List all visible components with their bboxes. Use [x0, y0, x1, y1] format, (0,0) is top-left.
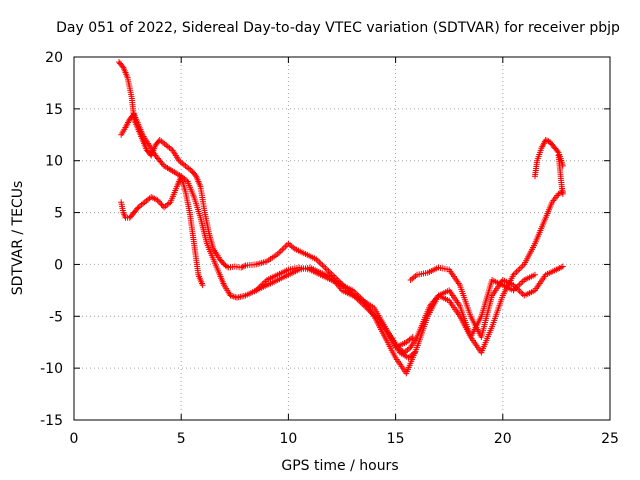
x-tick-label: 10: [279, 431, 297, 447]
y-tick-label: 20: [45, 50, 63, 66]
data-point-interp: [192, 171, 199, 178]
data-point-interp: [325, 268, 332, 275]
x-tick-label: 20: [494, 431, 512, 447]
data-point-interp: [276, 249, 283, 256]
x-tick-label: 15: [387, 431, 405, 447]
data-point-interp: [280, 245, 287, 252]
data-point-interp: [518, 279, 525, 286]
x-tick-label: 25: [601, 431, 619, 447]
data-point-interp: [119, 63, 126, 70]
data-point-interp: [223, 263, 230, 270]
data-point-interp: [159, 161, 166, 168]
x-tick-label: 5: [177, 431, 186, 447]
data-point-interp: [519, 291, 526, 298]
data-point: [559, 190, 566, 197]
data-point-interp: [279, 246, 286, 253]
data-point-interp: [239, 263, 246, 270]
data-point: [154, 197, 161, 204]
data-point: [542, 136, 549, 143]
data-point-interp: [157, 200, 164, 207]
data-point: [559, 263, 566, 270]
x-axis-label: GPS time / hours: [281, 458, 398, 474]
data-point-interp: [319, 262, 326, 269]
data-point-interp: [158, 201, 165, 208]
data-point-interp: [316, 259, 323, 266]
data-point-interp: [513, 268, 520, 275]
plot-frame: [73, 56, 611, 421]
axis-ticks: [73, 56, 611, 421]
y-axis-label: SDTVAR / TECUs: [10, 181, 26, 296]
data-point-interp: [134, 205, 141, 212]
data-point-interp: [516, 265, 523, 272]
data-point: [323, 266, 330, 273]
y-tick-label: -5: [49, 309, 63, 325]
data-point-interp: [241, 263, 248, 270]
data-point-interp: [518, 264, 525, 271]
data-point-interp: [317, 260, 324, 267]
data-point-interp: [155, 198, 162, 205]
data-point-interp: [554, 148, 561, 155]
data-point: [199, 282, 206, 289]
tick-labels: 0 5 10 15 20 25 -15 -10 -5 0 5 10 15 20: [40, 50, 619, 447]
grid-lines: [74, 57, 610, 420]
y-tick-label: 15: [45, 102, 63, 118]
data-point-interp: [322, 265, 329, 272]
y-tick-label: 10: [45, 154, 63, 170]
y-tick-label: -15: [40, 413, 63, 429]
y-tick-label: 5: [54, 206, 63, 222]
data-point-interp: [277, 248, 284, 255]
data-point: [531, 271, 538, 278]
data-point-interp: [544, 137, 551, 144]
data-point: [238, 264, 245, 271]
x-tick-label: 0: [70, 431, 79, 447]
data-point-interp: [515, 267, 522, 274]
y-tick-label: -10: [40, 361, 63, 377]
y-tick-label: 0: [54, 257, 63, 273]
chart-title: Day 051 of 2022, Sidereal Day-to-day VTE…: [56, 20, 620, 36]
data-points: [116, 59, 566, 377]
